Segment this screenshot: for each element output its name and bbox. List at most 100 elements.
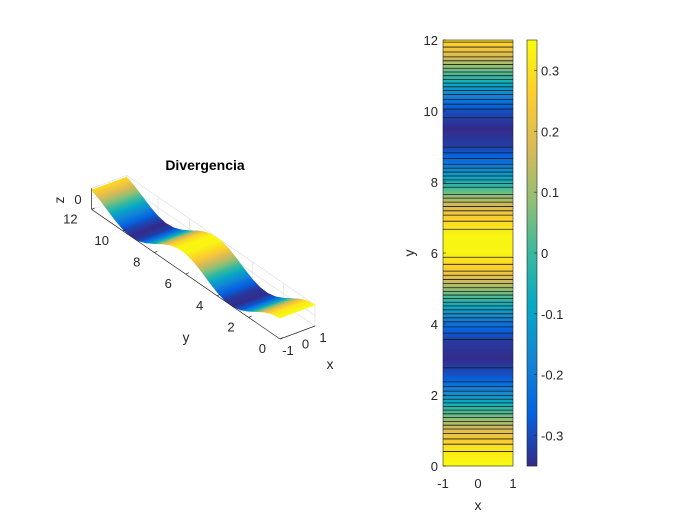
colorbar-segment bbox=[527, 446, 537, 448]
contour-band bbox=[443, 412, 513, 414]
colorbar-segment bbox=[527, 238, 537, 240]
contour-band bbox=[443, 204, 513, 206]
contour-band bbox=[443, 392, 513, 394]
colorbar-segment bbox=[527, 310, 537, 312]
contour-band bbox=[443, 139, 513, 141]
colorbar-segment bbox=[527, 222, 537, 224]
contour-band bbox=[443, 103, 513, 105]
x-tick-label: 1 bbox=[319, 330, 326, 345]
colorbar-segment bbox=[527, 68, 537, 70]
y-tick bbox=[91, 207, 95, 210]
colorbar-segment bbox=[527, 175, 537, 177]
contour-band bbox=[443, 350, 513, 352]
colorbar-segment bbox=[527, 41, 537, 43]
contour-band bbox=[443, 379, 513, 381]
colorbar-segment bbox=[527, 389, 537, 391]
colorbar-segment bbox=[527, 230, 537, 232]
y-tick-label: 0 bbox=[431, 459, 438, 474]
contour-band bbox=[443, 265, 513, 267]
colorbar-segment bbox=[527, 333, 537, 335]
y-tick-label: 0 bbox=[259, 341, 266, 356]
colorbar-segment bbox=[527, 65, 537, 67]
contour-band bbox=[443, 188, 513, 190]
colorbar-segment bbox=[527, 239, 537, 241]
colorbar-segment bbox=[527, 71, 537, 73]
contour-band bbox=[443, 318, 513, 320]
y-tick-label: 6 bbox=[165, 276, 172, 291]
colorbar-segment bbox=[527, 169, 537, 171]
y-tick bbox=[185, 272, 189, 275]
colorbar-segment bbox=[527, 219, 537, 221]
contour-band bbox=[443, 271, 513, 273]
contour-band bbox=[443, 48, 513, 50]
colorbar-segment bbox=[527, 370, 537, 372]
colorbar-segment bbox=[527, 160, 537, 162]
colorbar-segment bbox=[527, 196, 537, 198]
colorbar-segment bbox=[527, 407, 537, 409]
colorbar-segment bbox=[527, 431, 537, 433]
colorbar-segment bbox=[527, 118, 537, 120]
colorbar-segment bbox=[527, 390, 537, 392]
colorbar-segment bbox=[527, 251, 537, 253]
colorbar-segment bbox=[527, 119, 537, 121]
colorbar-segment bbox=[527, 385, 537, 387]
contour-band bbox=[443, 429, 513, 431]
contour-band bbox=[443, 463, 513, 465]
contour-band bbox=[443, 416, 513, 418]
colorbar-segment bbox=[527, 63, 537, 65]
contour-band bbox=[443, 127, 513, 129]
contour-band bbox=[443, 69, 513, 71]
contour-band bbox=[443, 101, 513, 103]
contour-band bbox=[443, 189, 513, 191]
contour-band bbox=[443, 394, 513, 396]
contour-band bbox=[443, 354, 513, 356]
contour-band bbox=[443, 404, 513, 406]
colorbar-segment bbox=[527, 96, 537, 98]
colorbar-segment bbox=[527, 90, 537, 92]
contour-band bbox=[443, 269, 513, 271]
contour-band bbox=[443, 403, 513, 405]
colorbar-segment bbox=[527, 291, 537, 293]
colorbar-segment bbox=[527, 322, 537, 324]
contour-band bbox=[443, 311, 513, 313]
colorbar-segment bbox=[527, 227, 537, 229]
colorbar-segment bbox=[527, 343, 537, 345]
y-tick-label: 10 bbox=[95, 233, 109, 248]
contour-band bbox=[443, 110, 513, 112]
colorbar-segment bbox=[527, 168, 537, 170]
contour-band bbox=[443, 140, 513, 142]
contour-band bbox=[443, 176, 513, 178]
colorbar-segment bbox=[527, 165, 537, 167]
colorbar-segment bbox=[527, 282, 537, 284]
colorbar-segment bbox=[527, 145, 537, 147]
contour-band bbox=[443, 294, 513, 296]
colorbar-segment bbox=[527, 147, 537, 149]
contour-band bbox=[443, 221, 513, 223]
colorbar-segment bbox=[527, 249, 537, 251]
contour-band bbox=[443, 112, 513, 114]
colorbar-segment bbox=[527, 77, 537, 79]
colorbar-segment bbox=[527, 105, 537, 107]
contour-axes: 0 2 4 6 8 10 12 -1 0 1 x y -0.3 -0.2 -0.1 0 0.1 0.2 0.3 bbox=[401, 33, 563, 513]
contour-band bbox=[443, 203, 513, 205]
colorbar-segment bbox=[527, 231, 537, 233]
colorbar-segment bbox=[527, 278, 537, 280]
colorbar-segment bbox=[527, 451, 537, 453]
x-tick-label: -1 bbox=[437, 476, 449, 491]
colorbar-segment bbox=[527, 76, 537, 78]
contour-band bbox=[443, 377, 513, 379]
colorbar-segment bbox=[527, 363, 537, 365]
colorbar-segment bbox=[527, 166, 537, 168]
colorbar-segment bbox=[527, 341, 537, 343]
colorbar-segment bbox=[527, 111, 537, 113]
contour-band bbox=[443, 256, 513, 258]
colorbar-segment bbox=[527, 237, 537, 239]
colorbar-segment bbox=[527, 180, 537, 182]
colorbar-segment bbox=[527, 435, 537, 437]
colorbar-segment bbox=[527, 127, 537, 129]
contour-band bbox=[443, 42, 513, 44]
colorbar-segment bbox=[527, 267, 537, 269]
colorbar-segment bbox=[527, 420, 537, 422]
contour-band bbox=[443, 390, 513, 392]
colorbar-segment bbox=[527, 344, 537, 346]
